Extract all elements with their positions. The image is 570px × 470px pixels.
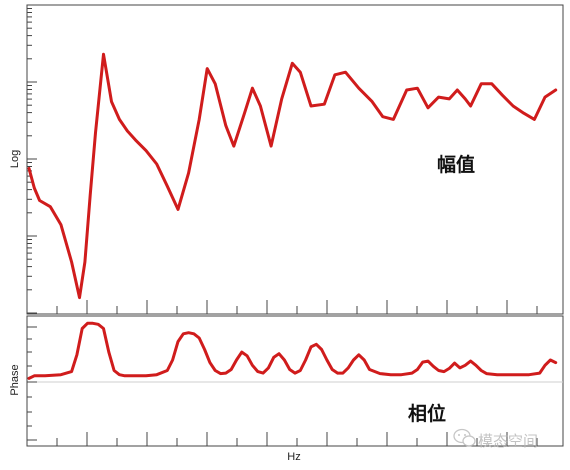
magnitude-annotation: 幅值 (437, 153, 475, 176)
x-axis-label: Hz (287, 451, 300, 463)
phase-panel: Phase 相位 Hz (9, 315, 564, 463)
phase-y-label: Phase (9, 364, 21, 395)
magnitude-series-line (27, 52, 558, 300)
wechat-bubble-icon (453, 428, 476, 447)
phase-plot-frame (26, 315, 564, 447)
magnitude-x-ticks (56, 300, 538, 314)
watermark: 模态空间 (453, 428, 538, 450)
phase-x-ticks (56, 432, 538, 446)
phase-annotation: 相位 (408, 402, 446, 425)
magnitude-plot-frame (26, 4, 564, 315)
phase-series-line (27, 321, 558, 380)
magnitude-y-ticks (27, 8, 37, 314)
magnitude-panel: Log 幅值 (9, 4, 564, 315)
magnitude-y-label: Log (9, 150, 21, 168)
watermark-text: 模态空间 (478, 432, 538, 450)
phase-y-ticks (27, 326, 37, 441)
